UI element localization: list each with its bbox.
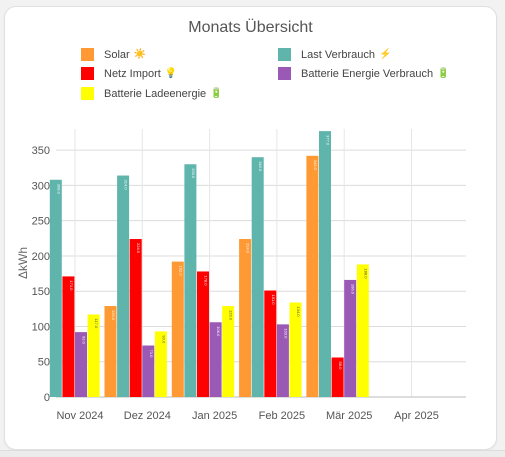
legend-item-last-verbrauch[interactable]: Last Verbrauch ⚡ [278,48,391,61]
bar-data-label: 340.0 [258,161,263,172]
bar-data-label: 56.0 [338,362,343,371]
bar-netz-import [264,290,277,397]
bar-data-label: 166.0 [351,284,356,295]
bar-last-verbrauch [251,157,264,397]
bar-data-label: 129.0 [111,310,116,321]
bar-data-label: 188.0 [363,268,368,279]
legend-swatch [278,67,291,80]
bar-data-label: 134.0 [296,306,301,317]
bar-batterie-energie-verbrauch [344,279,357,397]
legend-swatch [81,48,94,61]
legend-item-solar[interactable]: Solar ☀️ [81,48,146,61]
x-tick-label: Mär 2025 [326,410,372,422]
bar-batterie-energie-verbrauch [142,345,155,397]
x-tick-label: Apr 2025 [394,410,439,422]
y-tick-label: 300 [32,180,50,192]
y-tick-label: 200 [32,251,50,263]
bar-netz-import [62,276,75,397]
bar-data-label: 117.0 [94,318,99,328]
bar-data-label: 73.0 [149,350,154,359]
bar-batterie-energie-verbrauch [209,322,222,397]
battery-icon: 🔋 [210,88,223,99]
bar-data-label: 308.0 [56,184,61,195]
y-tick-label: 0 [44,392,50,404]
y-tick-label: 350 [32,145,50,157]
bar-batterie-ladeenergie [289,302,302,397]
legend-item-batterie-ladeenergie[interactable]: Batterie Ladeenergie 🔋 [81,87,223,100]
chart-card: Monats Übersicht Solar ☀️ Last Verbrauch ⚡ N… [4,6,497,450]
x-tick-label: Dez 2024 [124,410,171,422]
bar-data-label: 171.0 [69,280,74,291]
legend-label: Solar [104,48,130,61]
bar-batterie-ladeenergie [154,331,167,397]
x-tick-label: Nov 2024 [56,410,103,422]
y-axis-title: ΔkWh [16,247,30,279]
legend-swatch [81,87,94,100]
lightning-icon: ⚡ [379,49,392,60]
y-tick-label: 150 [32,286,50,298]
bar-data-label: 151.0 [271,295,276,306]
legend-item-batterie-energie-verbrauch[interactable]: Batterie Energie Verbrauch 🔋 [278,67,450,80]
bar-data-label: 93.0 [161,335,166,344]
bar-last-verbrauch [49,179,62,397]
bar-solar [239,239,252,397]
bar-data-label: 92.0 [82,336,87,345]
bar-data-label: 330.0 [191,168,196,179]
bar-data-label: 224.0 [246,243,251,254]
sun-icon: ☀️ [133,49,147,60]
bar-batterie-ladeenergie [87,314,100,397]
bar-netz-import [331,357,344,397]
bar-last-verbrauch [319,131,331,397]
y-tick-label: 50 [38,357,50,369]
legend-label: Batterie Energie Verbrauch [301,67,434,80]
bar-solar [104,306,117,397]
bar-data-label: 377.0 [326,135,331,146]
legend-item-netz-import[interactable]: Netz Import 💡 [81,67,177,80]
bar-batterie-energie-verbrauch [276,324,289,397]
y-tick-label: 250 [32,216,50,228]
bar-solar [306,155,319,397]
legend-label: Last Verbrauch [301,48,375,61]
legend-label: Netz Import [104,67,161,80]
bar-data-label: 129.0 [229,310,234,321]
chart-legend: Solar ☀️ Last Verbrauch ⚡ Netz Import 💡 Batter… [5,7,496,107]
bar-last-verbrauch [184,164,197,397]
y-tick-label: 100 [32,321,50,333]
bar-data-label: 106.0 [216,326,221,337]
bar-data-label: 224.0 [136,243,141,254]
chart-title: Monats Übersicht [188,19,313,36]
x-tick-label: Jan 2025 [192,410,237,422]
bar-data-label: 342.0 [313,160,318,171]
bar-netz-import [129,239,142,397]
battery-icon: 🔋 [437,68,450,79]
bar-solar [171,261,184,397]
bar-batterie-ladeenergie [222,306,235,397]
x-tick-label: Feb 2025 [259,410,305,422]
bar-data-label: 314.0 [124,180,129,191]
legend-swatch [81,67,94,80]
bar-data-label: 178.0 [204,275,209,286]
lightbulb-icon: 💡 [164,68,178,79]
bar-last-verbrauch [117,175,130,397]
bottom-bar [0,450,505,457]
legend-swatch [278,48,291,61]
legend-label: Batterie Ladeenergie [104,87,207,100]
bar-batterie-energie-verbrauch [75,332,87,397]
bar-data-label: 103.0 [283,328,288,339]
bar-chart: 0 50 100 150 200 250 300 350 ΔkWh 308.0 171.0 92.0 1… [16,129,466,422]
bar-data-label: 192.0 [178,266,183,277]
bar-netz-import [197,271,209,397]
bar-batterie-ladeenergie [356,264,369,397]
